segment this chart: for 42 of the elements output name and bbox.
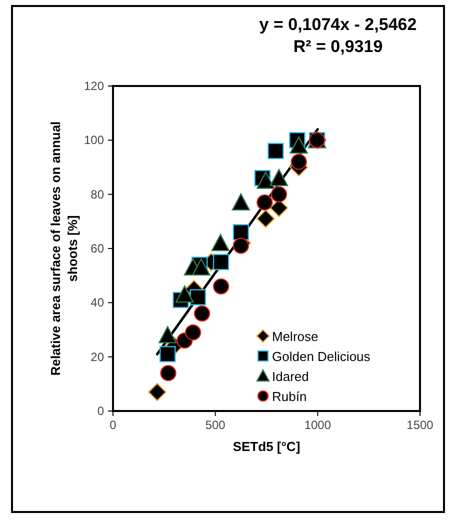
x-tick-label: 500 (205, 418, 226, 432)
x-tick-label: 1500 (406, 418, 434, 432)
y-tick-label: 80 (90, 187, 104, 202)
y-tick-label: 60 (90, 242, 104, 256)
point (211, 234, 230, 252)
text: R² = 0,9319 (293, 37, 383, 56)
y-tick-label: 100 (84, 133, 104, 148)
legend-label: Golden Delicious (272, 349, 371, 364)
x-axis-title: SETd5 [°C] (232, 439, 300, 454)
point (160, 364, 176, 382)
point (256, 210, 275, 228)
point (194, 305, 210, 322)
point (290, 154, 307, 170)
y-tick-label: 0 (97, 404, 104, 418)
point (232, 193, 250, 211)
point (176, 285, 194, 303)
point (268, 142, 284, 160)
point (184, 324, 202, 341)
legend-label: Rubín (272, 389, 307, 404)
y-tick-label: 120 (84, 79, 104, 93)
point (270, 168, 288, 186)
y-tick-label: 20 (90, 350, 104, 364)
point (212, 254, 230, 270)
point (192, 258, 210, 276)
point (190, 289, 206, 306)
legend-label: Idared (272, 369, 309, 384)
y-tick-label: 40 (90, 296, 104, 310)
point (232, 238, 250, 254)
point (148, 382, 166, 402)
legend-label: Melrose (272, 329, 318, 344)
y-axis-title: Relative area surface of leaves on annual shoots [%] (48, 121, 80, 376)
point (160, 346, 176, 362)
text: y = 0,1074x - 2,5462 (259, 15, 417, 34)
x-tick-label: 0 (110, 418, 117, 432)
point (256, 172, 275, 189)
point (232, 224, 250, 240)
point (158, 326, 177, 344)
point (212, 278, 230, 295)
point (270, 186, 288, 202)
point (290, 136, 308, 154)
x-tick-label: 1000 (304, 418, 332, 432)
point (256, 194, 273, 211)
